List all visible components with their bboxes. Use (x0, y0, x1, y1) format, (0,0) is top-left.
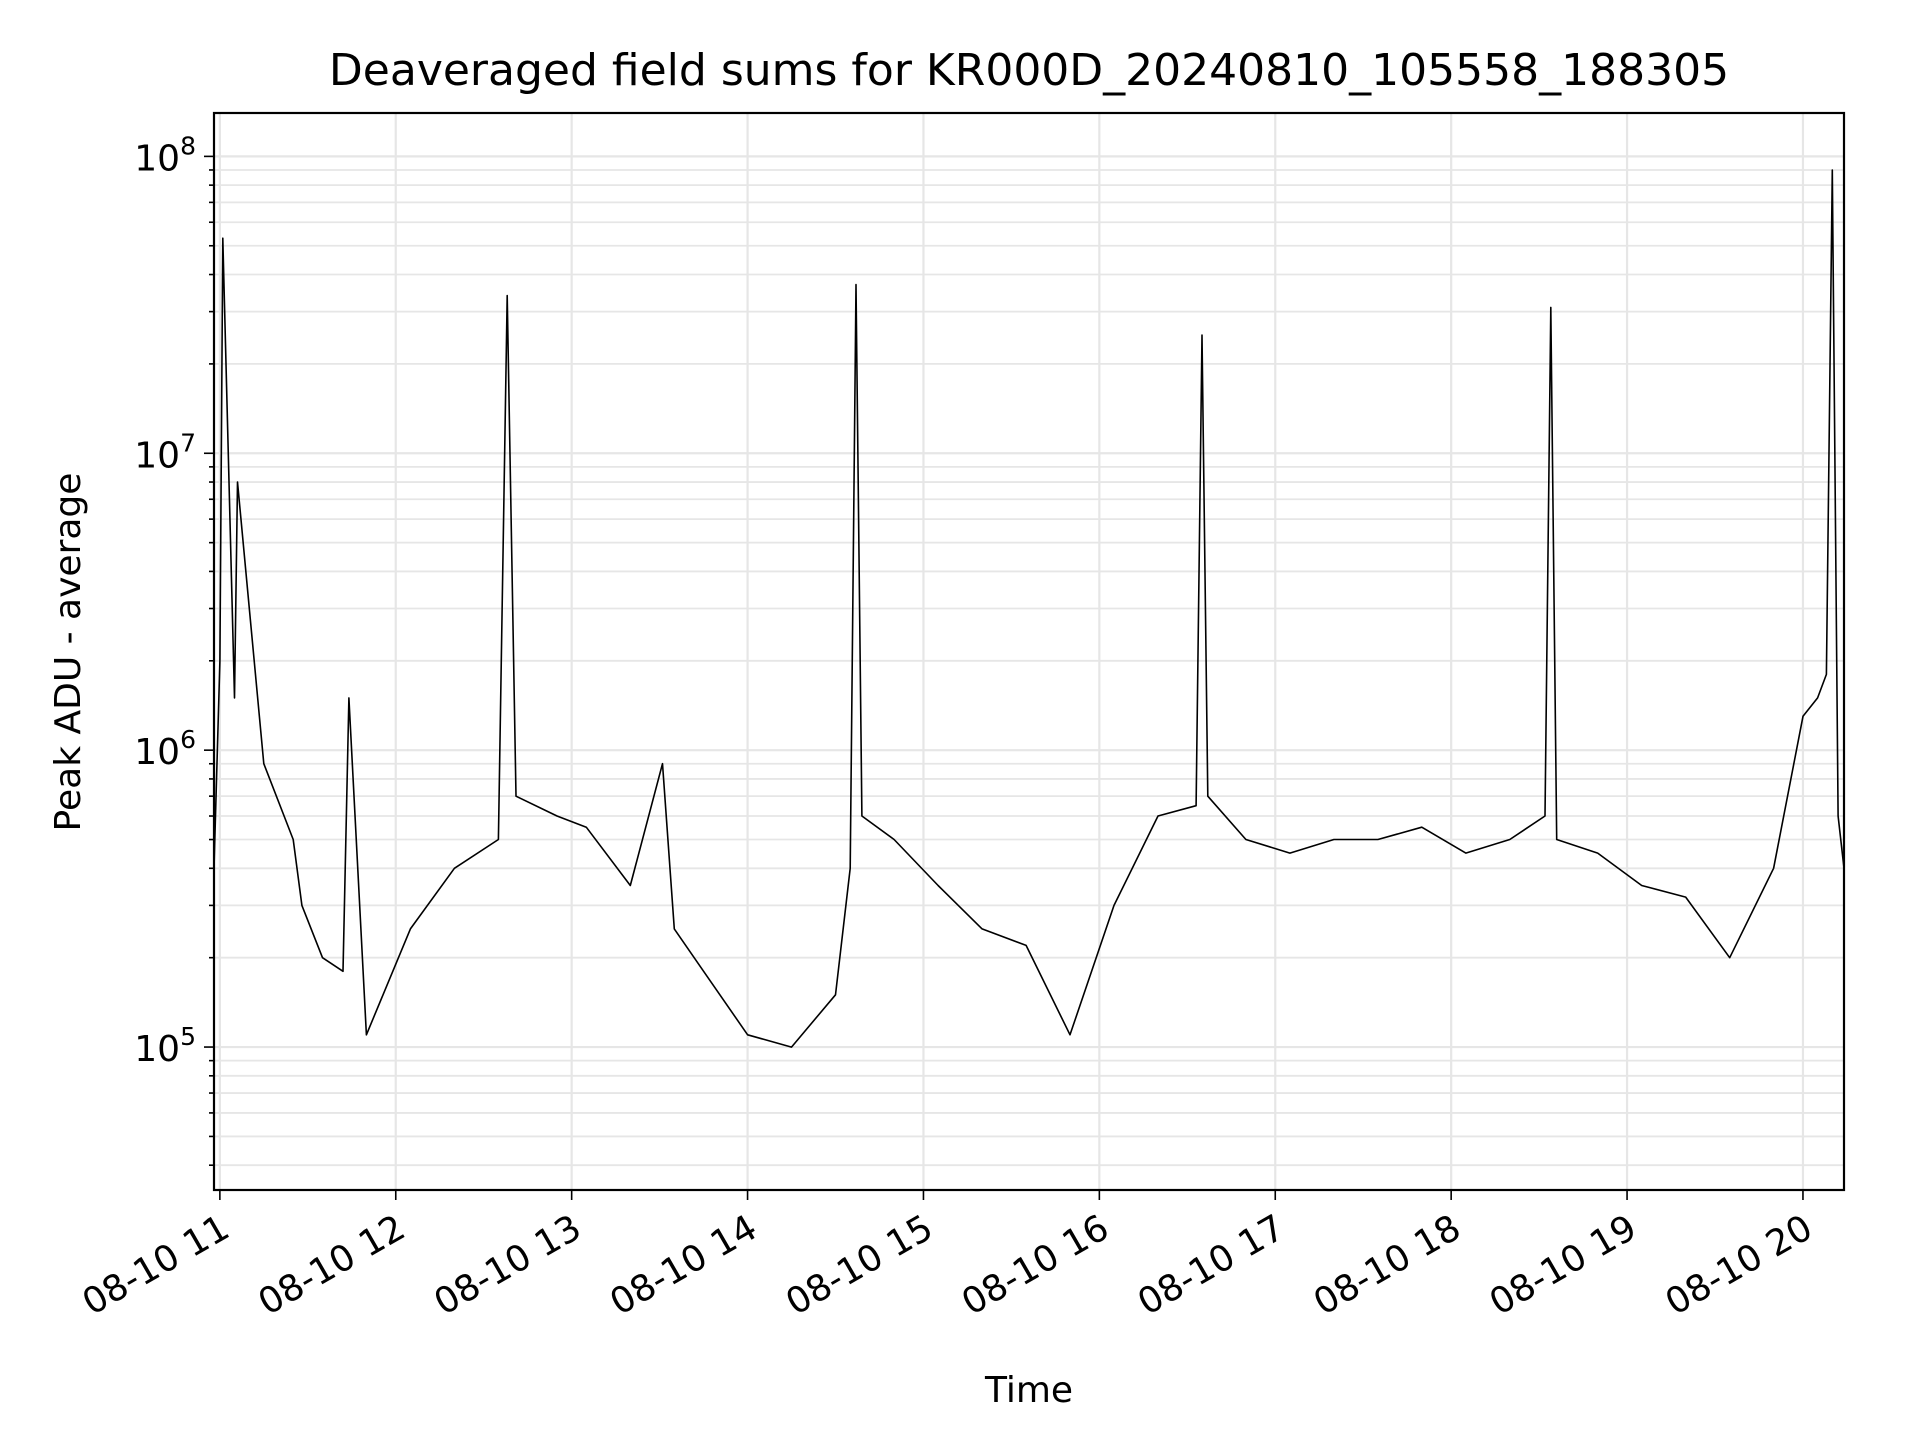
x-tick-label: 08-10 11 (76, 1207, 237, 1323)
x-tick-label: 08-10 17 (1131, 1207, 1292, 1323)
x-tick-label: 08-10 14 (603, 1207, 764, 1323)
x-tick-label: 08-10 16 (955, 1207, 1116, 1323)
x-tick-label: 08-10 15 (779, 1207, 940, 1323)
series-line (213, 169, 1845, 1048)
x-tick-label: 08-10 18 (1307, 1207, 1468, 1323)
chart-title: Deaveraged field sums for KR000D_2024081… (329, 45, 1729, 96)
grid-layer (214, 113, 1844, 1190)
x-tick-label: 08-10 12 (252, 1207, 413, 1323)
x-tick-label: 08-10 13 (427, 1207, 588, 1323)
y-tick-label: 108 (134, 131, 196, 179)
y-tick-label: 106 (134, 725, 196, 773)
x-axis: 08-10 11 08-10 12 08-10 13 08-10 14 08-10 15… (76, 1190, 1820, 1324)
x-tick-label: 08-10 19 (1483, 1207, 1644, 1323)
plot-frame (212, 111, 1846, 1192)
y-axis: 105 106 107 108 (134, 131, 214, 1166)
y-axis-label: Peak ADU - average (48, 473, 89, 832)
x-axis-label: Time (984, 1370, 1073, 1411)
x-tick-label: 08-10 20 (1659, 1207, 1820, 1323)
series-layer (213, 169, 1845, 1048)
y-tick-label: 105 (134, 1022, 196, 1070)
y-tick-label: 107 (134, 428, 196, 476)
